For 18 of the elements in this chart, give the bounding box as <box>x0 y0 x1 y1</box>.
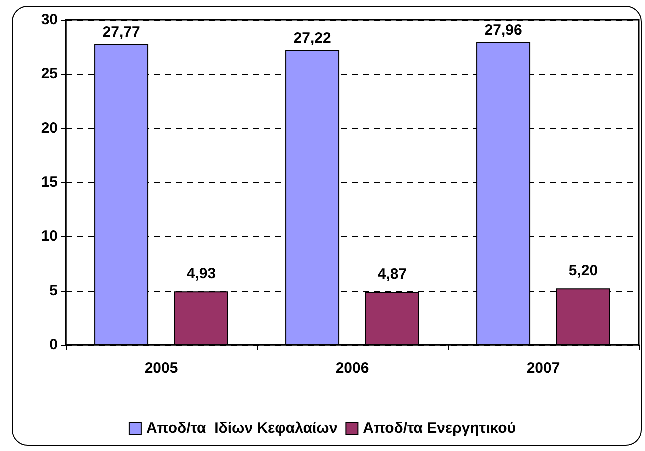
legend-label: Αποδ/τα Ενεργητικού <box>363 420 516 437</box>
x-tick-label: 2007 <box>526 360 560 377</box>
data-label: 4,87 <box>378 266 408 284</box>
data-label: 4,93 <box>186 266 216 283</box>
data-label: 5,20 <box>568 262 598 280</box>
data-label: 27,77 <box>102 24 140 42</box>
x-tick-label: 2006 <box>336 360 370 377</box>
x-tick-label: 2005 <box>144 360 178 377</box>
data-label: 27,96 <box>484 22 522 40</box>
y-tick-label: 15 <box>41 174 58 191</box>
legend-label: Αποδ/τα Ιδίων Κεφαλαίων <box>146 420 338 437</box>
y-tick-label: 10 <box>41 228 58 246</box>
y-tick-label: 25 <box>41 66 58 83</box>
y-tick-label: 0 <box>50 336 58 354</box>
y-tick-label: 5 <box>50 282 58 300</box>
data-label: 27,22 <box>294 30 332 48</box>
y-tick-label: 20 <box>41 120 58 137</box>
y-tick-label: 30 <box>41 12 58 28</box>
